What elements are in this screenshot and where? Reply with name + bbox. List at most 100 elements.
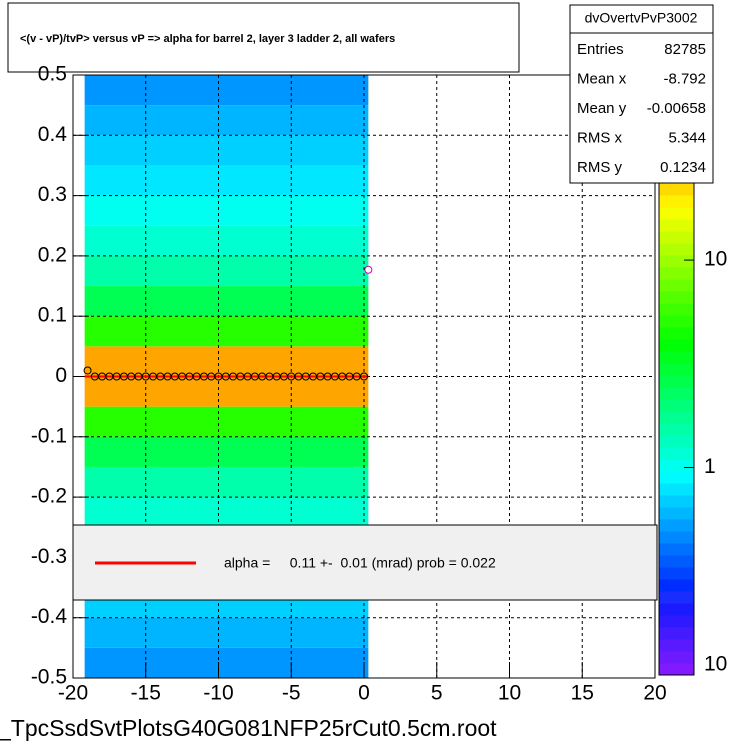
x-tick-label: -15: [131, 682, 161, 705]
x-tick-label: 20: [643, 682, 666, 705]
palette-step: [659, 507, 694, 520]
stats-label: Entries: [577, 41, 624, 58]
stats-name: dvOvertvPvP3002: [585, 10, 698, 26]
y-tick-label: 0: [55, 364, 67, 387]
stats-value: -8.792: [663, 70, 706, 87]
palette-step: [659, 531, 694, 544]
y-tick-label: 0.3: [38, 183, 67, 206]
palette-step: [659, 255, 694, 268]
palette-step: [659, 183, 694, 196]
palette-step: [659, 315, 694, 328]
x-tick-label: 5: [431, 682, 443, 705]
profile-point: [360, 372, 368, 381]
heat-band: [84, 135, 369, 166]
stats-label: RMS y: [577, 159, 623, 176]
profile-point: [83, 366, 92, 375]
palette-step: [659, 615, 694, 628]
palette-step: [659, 399, 694, 412]
palette-step: [659, 663, 694, 676]
palette-step: [659, 627, 694, 640]
palette-step: [659, 339, 694, 352]
footer: _TpcSsdSvtPlotsG40G081NFP25rCut0.5cm.roo…: [0, 715, 497, 741]
palette-step: [659, 387, 694, 400]
palette-step: [659, 231, 694, 244]
x-tick-label: 10: [498, 682, 521, 705]
heat-band: [84, 346, 369, 377]
heat-band: [84, 195, 369, 226]
palette-step: [659, 603, 694, 616]
palette-step: [659, 423, 694, 436]
z-tick-label: 10: [704, 653, 727, 676]
heat-band: [84, 617, 369, 648]
title-box: [7, 2, 520, 73]
palette-step: [659, 303, 694, 316]
stats-label: Mean y: [577, 100, 627, 117]
palette-step: [659, 327, 694, 340]
heat-band: [84, 316, 369, 347]
y-tick-label: -0.3: [31, 545, 67, 568]
stats-value: -0.00658: [647, 100, 706, 117]
stats-value: 5.344: [668, 129, 706, 146]
stats-label: RMS x: [577, 129, 623, 146]
palette-step: [659, 579, 694, 592]
palette-step: [659, 351, 694, 364]
x-tick-label: -10: [203, 682, 233, 705]
heat-band: [84, 497, 369, 528]
y-tick-label: 0.2: [38, 243, 67, 266]
heat-band: [84, 406, 369, 437]
chart-title: <(v - vP)/tvP> versus vP => alpha for ba…: [20, 33, 395, 45]
heat-band: [84, 286, 369, 317]
palette-step: [659, 519, 694, 532]
palette-step: [659, 543, 694, 556]
y-tick-label: -0.5: [31, 666, 67, 689]
palette-step: [659, 435, 694, 448]
heat-band: [84, 105, 369, 136]
heat-band: [84, 376, 369, 407]
y-tick-label: 0.1: [38, 304, 67, 327]
heat-band: [84, 647, 369, 678]
plot-frame: [72, 74, 656, 679]
y-tick-label: -0.1: [31, 424, 67, 447]
x-tick-label: -5: [282, 682, 301, 705]
palette-step: [659, 567, 694, 580]
palette-step: [659, 363, 694, 376]
stats-box: [569, 4, 714, 184]
y-tick-label: 0.5: [38, 63, 67, 86]
stats-label: Mean x: [577, 70, 627, 87]
palette-step: [659, 267, 694, 280]
palette-step: [659, 207, 694, 220]
palette-step: [659, 591, 694, 604]
palette-step: [659, 411, 694, 424]
heat-band: [84, 436, 369, 467]
heat-band: [84, 165, 369, 196]
stats-value: 0.1234: [660, 159, 706, 176]
y-tick-label: 0.4: [38, 123, 68, 146]
palette-step: [659, 375, 694, 388]
x-tick-label: 15: [571, 682, 594, 705]
z-tick-label: 1: [704, 455, 716, 478]
palette-step: [659, 219, 694, 232]
palette-step: [659, 243, 694, 256]
palette-step: [659, 291, 694, 304]
palette-step: [659, 459, 694, 472]
legend-text: alpha = 0.11 +- 0.01 (mrad) prob = 0.022: [224, 555, 496, 571]
palette-step: [659, 471, 694, 484]
heat-band: [84, 75, 369, 106]
stats-value: 82785: [664, 41, 706, 58]
palette-step: [659, 639, 694, 652]
palette-step: [659, 279, 694, 292]
palette-step: [659, 195, 694, 208]
heat-band: [84, 255, 369, 287]
palette-step: [659, 651, 694, 664]
y-tick-label: -0.2: [31, 485, 67, 508]
y-tick-label: -0.4: [31, 605, 68, 628]
palette-step: [659, 555, 694, 568]
outlier-point: [364, 265, 373, 274]
heat-band: [84, 225, 369, 256]
palette-step: [659, 447, 694, 460]
x-tick-label: -20: [58, 682, 88, 705]
heat-band: [84, 466, 369, 498]
z-tick-label: 10: [704, 248, 727, 271]
palette-step: [659, 495, 694, 508]
x-tick-label: 0: [358, 682, 370, 705]
